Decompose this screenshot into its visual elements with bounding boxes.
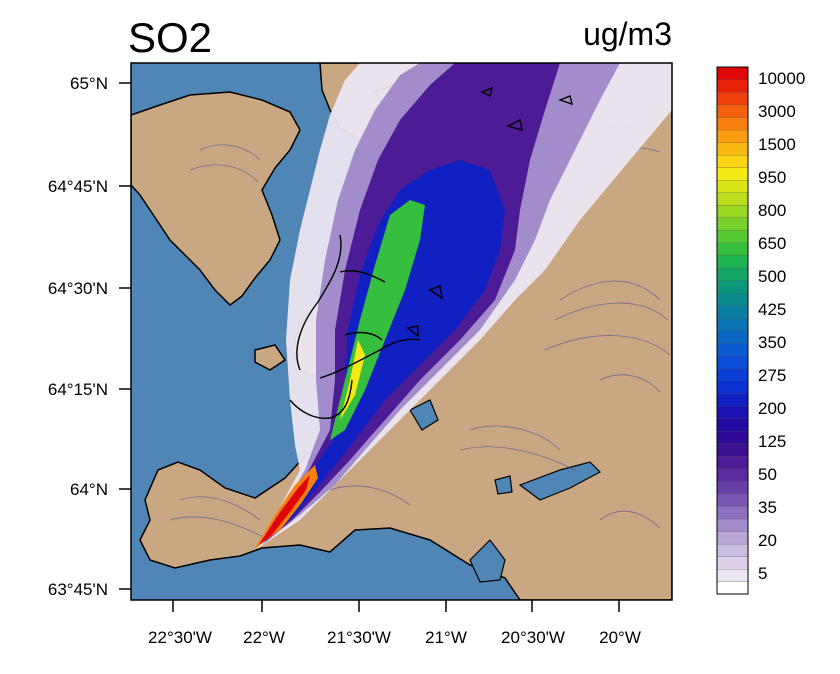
- colorbar-swatch: [716, 531, 749, 545]
- coastline-overlay: [289, 86, 573, 419]
- colorbar-swatch: [716, 443, 749, 457]
- colorbar-swatch: [716, 380, 749, 394]
- lon-label: 21°30'W: [327, 628, 391, 647]
- lat-label: 64°N: [70, 480, 108, 499]
- lon-label: 20°30'W: [501, 628, 565, 647]
- colorbar-swatch: [716, 280, 749, 294]
- colorbar-swatch: [716, 66, 749, 80]
- colorbar-swatch: [716, 267, 749, 281]
- lon-label: 21°W: [425, 628, 467, 647]
- colorbar-swatch: [716, 255, 749, 269]
- lon-label: 22°30'W: [148, 628, 212, 647]
- colorbar-swatch: [716, 229, 749, 244]
- colorbar-label: 10000: [758, 69, 805, 88]
- so2-plume: [255, 63, 672, 548]
- colorbar-swatch: [716, 242, 749, 256]
- terrain-contours: [169, 125, 671, 541]
- lat-label: 65°N: [70, 74, 108, 93]
- colorbar-label: 650: [758, 234, 786, 253]
- lakes: [409, 399, 601, 583]
- lat-label: 64°30'N: [48, 279, 108, 298]
- colorbar-swatch: [716, 493, 749, 507]
- colorbar-label: 275: [758, 366, 786, 385]
- colorbar-swatch: [716, 317, 749, 331]
- lake-2: [469, 539, 506, 583]
- colorbar-swatch: [716, 91, 749, 106]
- colorbar-labels: 10000 3000 1500 950 800 650 500 425 350 275 200 125…: [758, 69, 805, 583]
- colorbar-swatch: [716, 355, 749, 369]
- colorbar-swatch: [716, 455, 749, 469]
- colorbar-swatch: [716, 154, 749, 168]
- lat-label: 63°45'N: [48, 580, 108, 599]
- colorbar-swatch: [716, 568, 749, 582]
- colorbar-swatch: [716, 129, 749, 143]
- colorbar-frame: [716, 66, 749, 595]
- colorbar-label: 1500: [758, 135, 796, 154]
- colorbar-label: 500: [758, 267, 786, 286]
- lon-label: 20°W: [599, 628, 641, 647]
- colorbar-label: 350: [758, 333, 786, 352]
- map-title: SO2: [128, 14, 213, 61]
- colorbar-swatch: [716, 468, 749, 482]
- lake-4: [494, 475, 513, 495]
- colorbar-swatch: [716, 430, 749, 444]
- colorbar-swatch: [716, 556, 749, 570]
- colorbar-swatch: [716, 192, 749, 206]
- colorbar-swatch: [716, 167, 749, 181]
- map-frame: [130, 62, 673, 601]
- map-panel: [131, 63, 672, 600]
- colorbar-swatch: [716, 480, 749, 495]
- colorbar-swatch: [716, 142, 749, 156]
- colorbar-label: 20: [758, 531, 777, 550]
- colorbar-swatch: [716, 581, 749, 595]
- colorbar-swatch: [716, 342, 749, 357]
- colorbar-label: 950: [758, 168, 786, 187]
- colorbar-swatch: [716, 330, 749, 344]
- colorbar-swatch: [716, 204, 749, 219]
- lake-1: [518, 461, 601, 501]
- colorbar-swatch: [716, 217, 749, 231]
- colorbar-swatch: [716, 367, 749, 382]
- colorbar-swatch: [716, 179, 749, 193]
- plume-blue: [268, 160, 505, 538]
- lat-axis: [119, 82, 131, 590]
- colorbar-swatch: [716, 292, 749, 306]
- lake-3: [409, 399, 439, 431]
- lat-label: 64°45'N: [48, 177, 108, 196]
- colorbar-swatch: [716, 405, 749, 419]
- colorbar-swatch: [716, 104, 749, 118]
- colorbar-swatch: [716, 117, 749, 131]
- colorbar-swatch: [716, 518, 749, 532]
- colorbar-swatch: [716, 305, 749, 319]
- colorbar-label: 800: [758, 201, 786, 220]
- colorbar-label: 125: [758, 432, 786, 451]
- colorbar-swatch: [716, 506, 749, 520]
- lon-label: 22°W: [243, 628, 285, 647]
- colorbar-swatch: [716, 543, 749, 557]
- colorbar-label: 35: [758, 498, 777, 517]
- lon-axis: [172, 600, 620, 612]
- units-label: ug/m3: [583, 16, 672, 52]
- colorbar-label: 425: [758, 300, 786, 319]
- plume-source-red: [258, 475, 310, 546]
- colorbar-swatch: [716, 393, 749, 407]
- plume-yellow: [340, 340, 365, 420]
- colorbar-label: 3000: [758, 102, 796, 121]
- lat-label: 64°15'N: [48, 380, 108, 399]
- peninsula-northwest: [131, 91, 301, 306]
- colorbar-label: 5: [758, 564, 767, 583]
- colorbar: [716, 66, 749, 595]
- colorbar-swatch: [716, 79, 749, 93]
- colorbar-label: 50: [758, 465, 777, 484]
- island-1: [254, 344, 287, 371]
- colorbar-label: 200: [758, 399, 786, 418]
- colorbar-swatch: [716, 418, 749, 432]
